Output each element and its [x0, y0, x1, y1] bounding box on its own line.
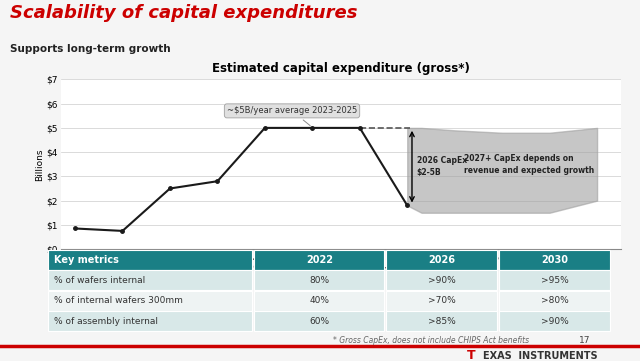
Text: 2027+ CapEx depends on
revenue and expected growth: 2027+ CapEx depends on revenue and expec…: [464, 154, 595, 175]
Text: 2030: 2030: [541, 255, 568, 265]
Text: EXAS  INSTRUMENTS: EXAS INSTRUMENTS: [483, 351, 598, 361]
Bar: [499, 249, 609, 270]
Bar: [386, 291, 497, 310]
Text: >70%: >70%: [428, 296, 456, 305]
Text: T: T: [467, 349, 476, 361]
Title: Estimated capital expenditure (gross*): Estimated capital expenditure (gross*): [212, 62, 470, 75]
Text: 17: 17: [579, 336, 591, 345]
Bar: [48, 270, 252, 290]
Text: 60%: 60%: [310, 317, 330, 326]
Text: Key metrics: Key metrics: [54, 255, 118, 265]
Text: >85%: >85%: [428, 317, 456, 326]
Y-axis label: Billions: Billions: [35, 148, 44, 180]
Bar: [499, 270, 609, 290]
Text: Supports long-term growth: Supports long-term growth: [10, 44, 170, 54]
Text: % of wafers internal: % of wafers internal: [54, 276, 145, 285]
Bar: [386, 311, 497, 331]
Bar: [253, 249, 384, 270]
Text: 2022: 2022: [307, 255, 333, 265]
Bar: [253, 291, 384, 310]
Bar: [499, 311, 609, 331]
Text: % of internal wafers 300mm: % of internal wafers 300mm: [54, 296, 182, 305]
Text: 80%: 80%: [310, 276, 330, 285]
Text: 2026 CapEx
$2-5B: 2026 CapEx $2-5B: [417, 156, 467, 177]
Text: >80%: >80%: [541, 296, 569, 305]
Bar: [48, 311, 252, 331]
Bar: [253, 270, 384, 290]
Text: ~$5B/year average 2023-2025: ~$5B/year average 2023-2025: [227, 106, 357, 126]
Bar: [48, 291, 252, 310]
Bar: [48, 249, 252, 270]
Text: >90%: >90%: [541, 317, 569, 326]
Bar: [499, 291, 609, 310]
Bar: [386, 249, 497, 270]
Text: 40%: 40%: [310, 296, 330, 305]
Text: 2026: 2026: [429, 255, 456, 265]
Text: >90%: >90%: [428, 276, 456, 285]
Text: Scalability of capital expenditures: Scalability of capital expenditures: [10, 4, 357, 22]
Bar: [386, 270, 497, 290]
Text: % of assembly internal: % of assembly internal: [54, 317, 157, 326]
Bar: [253, 311, 384, 331]
Text: * Gross CapEx, does not include CHIPS Act benefits: * Gross CapEx, does not include CHIPS Ac…: [333, 336, 529, 345]
Text: >95%: >95%: [541, 276, 569, 285]
